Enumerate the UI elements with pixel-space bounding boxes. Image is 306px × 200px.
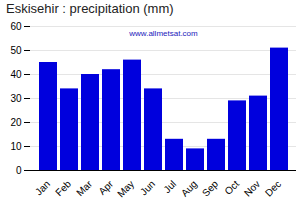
svg-text:10: 10 [10,141,22,152]
svg-text:Sep: Sep [200,178,221,199]
svg-text:Dec: Dec [263,178,283,198]
svg-text:www.allmetsat.com: www.allmetsat.com [128,29,198,38]
svg-text:60: 60 [10,21,22,32]
svg-text:Nov: Nov [242,178,262,198]
svg-text:May: May [115,178,136,199]
svg-text:Mar: Mar [74,178,94,198]
svg-text:Jul: Jul [161,178,178,195]
svg-text:20: 20 [10,117,22,128]
html-text:Eskisehir : precipitation (mm): Eskisehir : precipitation (mm) [6,1,174,16]
svg-text:Aug: Aug [179,178,199,198]
svg-text:Feb: Feb [53,178,73,198]
svg-text:50: 50 [10,45,22,56]
svg-text:Oct: Oct [222,178,241,197]
svg-text:40: 40 [10,69,22,80]
svg-text:Apr: Apr [96,178,115,197]
svg-text:Jan: Jan [33,178,52,197]
svg-text:30: 30 [10,93,22,104]
svg-text:0: 0 [16,165,22,176]
svg-text:Jun: Jun [138,178,157,197]
